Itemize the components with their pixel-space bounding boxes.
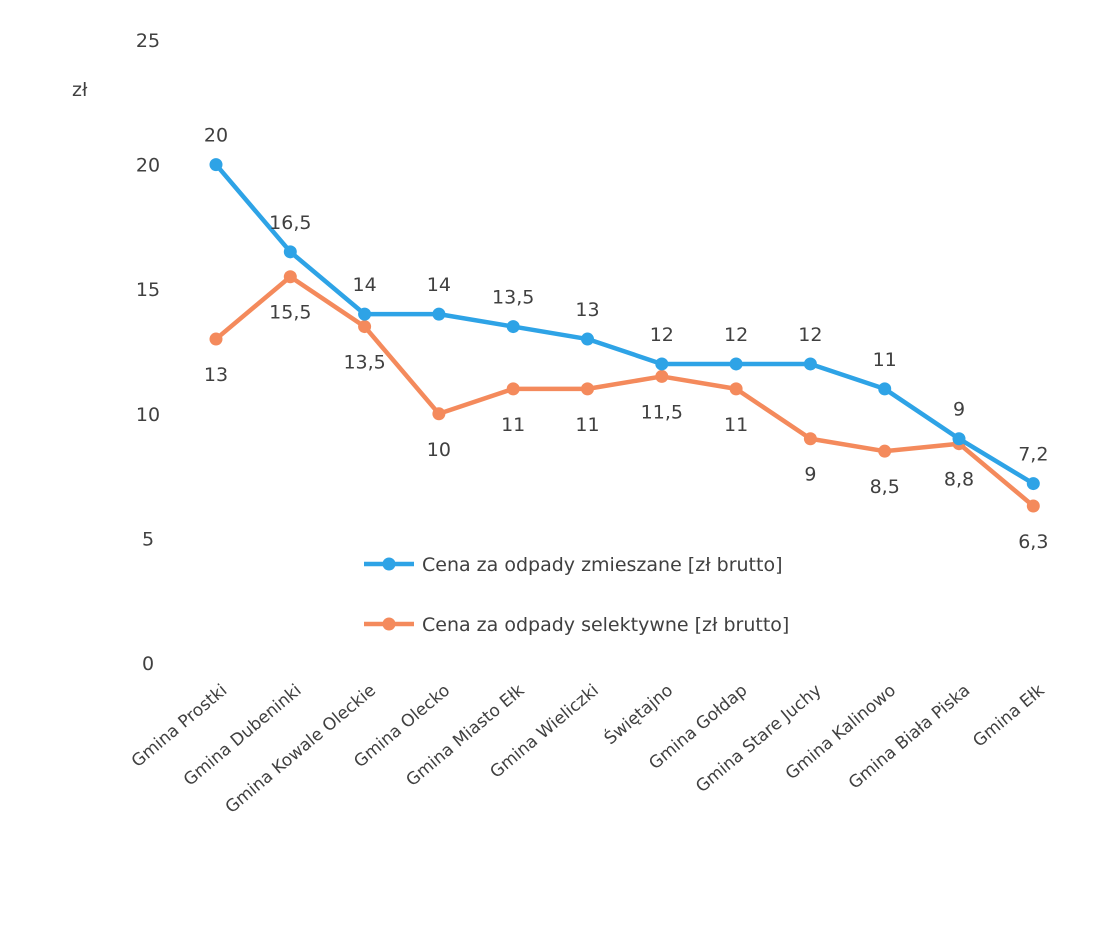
data-label: 11: [873, 349, 897, 371]
data-point: [283, 270, 297, 284]
data-point: [432, 307, 446, 321]
data-point: [209, 158, 223, 172]
data-point: [878, 382, 892, 396]
y-tick-label: 10: [136, 404, 160, 426]
series-line: [213, 162, 1036, 486]
x-category-label: Gmina Kowale Oleckie: [222, 681, 380, 818]
data-label: 14: [353, 274, 377, 296]
data-label: 11: [501, 414, 525, 436]
data-label: 13: [204, 364, 228, 386]
data-point: [729, 382, 743, 396]
data-point: [729, 357, 743, 371]
data-point: [506, 382, 520, 396]
data-point: [358, 307, 372, 321]
data-point: [1026, 477, 1040, 491]
data-point: [878, 444, 892, 458]
series-line: [213, 274, 1036, 509]
data-point: [581, 382, 594, 396]
data-label: 7,2: [1018, 444, 1048, 466]
data-label: 20: [204, 125, 228, 147]
y-tick-label: 20: [136, 155, 160, 177]
y-tick-label: 5: [142, 528, 154, 550]
data-label: 16,5: [269, 212, 311, 234]
data-label: 11: [575, 414, 599, 436]
data-label: 9: [804, 464, 816, 486]
y-tick-label: 25: [136, 30, 160, 52]
data-point: [952, 432, 966, 446]
series-2: [209, 270, 1040, 513]
data-point: [803, 357, 817, 371]
data-label: 12: [650, 324, 674, 346]
data-label: 15,5: [269, 302, 311, 324]
data-point: [655, 357, 669, 371]
legend-item: Cena za odpady zmieszane [zł brutto]: [364, 554, 782, 576]
legend-marker: [382, 617, 396, 631]
x-category-label: Gmina Biała Piska: [845, 681, 974, 794]
y-axis: 0 5 10 15 20 25: [136, 30, 160, 675]
legend-item: Cena za odpady selektywne [zł brutto]: [364, 614, 789, 636]
data-label: 12: [798, 324, 822, 346]
y-tick-label: 0: [142, 653, 154, 675]
data-point: [209, 332, 223, 346]
data-label: 13,5: [343, 352, 385, 374]
data-label: 6,3: [1018, 531, 1048, 553]
legend: Cena za odpady zmieszane [zł brutto] Cena…: [364, 554, 789, 636]
x-category-label: Gmina Ełk: [969, 680, 1048, 751]
data-point: [1026, 499, 1040, 513]
y-tick-label: 15: [136, 279, 160, 301]
data-label: 11: [724, 414, 748, 436]
series-layer: 20 16,5 14 14 13,5 13 12 12 12 11 9 7,2 13 15,5 13,5 10…: [204, 125, 1049, 553]
data-labels: 20 16,5 14 14 13,5 13 12 12 12 11 9 7,2 13 15,5 13,5 10…: [204, 125, 1049, 553]
legend-label: Cena za odpady zmieszane [zł brutto]: [422, 554, 782, 576]
series-1: [209, 158, 1040, 491]
data-label: 13: [575, 299, 599, 321]
data-point: [803, 432, 817, 446]
legend-marker: [382, 557, 396, 571]
x-category-label: Świętajno: [599, 679, 677, 749]
data-point: [432, 407, 446, 421]
data-point: [506, 320, 520, 334]
y-unit-label: zł: [72, 79, 88, 101]
data-point: [655, 369, 669, 383]
data-label: 8,5: [870, 476, 900, 498]
data-label: 12: [724, 324, 748, 346]
x-category-label: Gmina Stare Juchy: [692, 681, 825, 797]
data-point: [358, 320, 372, 334]
data-point: [283, 245, 297, 259]
data-label: 10: [427, 439, 451, 461]
data-point: [581, 332, 594, 346]
data-label: 8,8: [944, 469, 974, 491]
data-label: 13,5: [492, 287, 534, 309]
data-label: 11,5: [641, 401, 683, 423]
legend-label: Cena za odpady selektywne [zł brutto]: [422, 614, 789, 636]
data-label: 9: [953, 399, 965, 421]
data-label: 14: [427, 274, 451, 296]
